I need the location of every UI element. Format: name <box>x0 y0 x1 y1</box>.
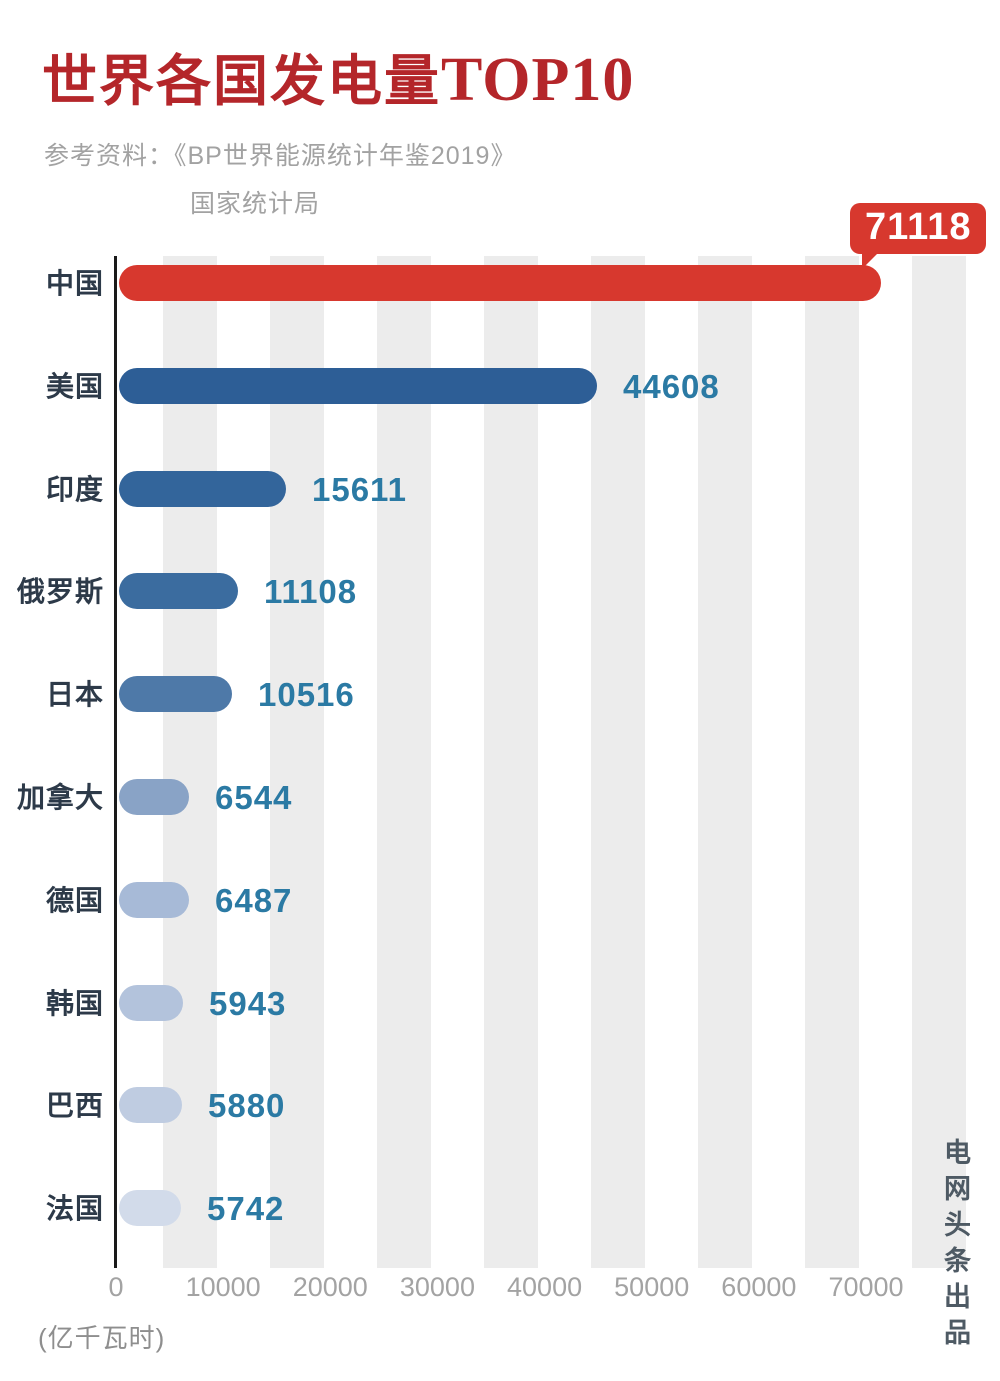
background-stripe <box>912 256 966 1268</box>
background-stripe <box>484 256 538 1268</box>
value-label: 15611 <box>312 471 407 508</box>
page-title: 世界各国发电量 TOP10 <box>42 36 634 116</box>
page-title-highlight: TOP10 <box>441 46 635 114</box>
bar-row: 法国 5742 <box>0 1190 1000 1227</box>
category-label: 法国 <box>45 1193 104 1224</box>
bar-row: 中国 <box>0 265 1000 301</box>
bar-row: 美国 44608 <box>0 368 1000 405</box>
background-stripe <box>805 256 859 1268</box>
category-label: 韩国 <box>45 988 104 1019</box>
bar-row: 俄罗斯 11108 <box>0 573 1000 610</box>
bar-俄罗斯 <box>119 573 238 609</box>
x-tick-label: 70000 <box>828 1272 904 1302</box>
category-label: 中国 <box>45 268 104 299</box>
bar-row: 巴西 5880 <box>0 1087 1000 1124</box>
page-title-main: 世界各国发电量 <box>42 50 442 112</box>
bar-row: 印度 15611 <box>0 471 1000 508</box>
background-stripe <box>377 256 431 1268</box>
background-stripe <box>698 256 752 1268</box>
value-label: 10516 <box>258 676 355 713</box>
bar-印度 <box>119 471 286 507</box>
category-label: 印度 <box>45 474 104 505</box>
value-label: 6487 <box>215 882 293 919</box>
category-label: 巴西 <box>45 1090 104 1121</box>
category-label: 美国 <box>45 371 104 402</box>
value-label: 6544 <box>215 779 293 816</box>
bar-德国 <box>119 882 189 918</box>
bar-法国 <box>119 1190 181 1226</box>
bar-日本 <box>119 676 232 712</box>
bar-row: 德国 6487 <box>0 882 1000 919</box>
unit-label: (亿千瓦时) <box>38 1323 166 1353</box>
china-value-label: 71118 <box>865 206 972 248</box>
bar-加拿大 <box>119 779 189 815</box>
source-reference-line2: 国家统计局 <box>190 190 321 218</box>
source-reference-line1: 参考资料：《BP世界能源统计年鉴2019》 <box>44 142 517 170</box>
bar-row: 日本 10516 <box>0 676 1000 713</box>
bar-巴西 <box>119 1087 182 1123</box>
bar-row: 加拿大 6544 <box>0 779 1000 816</box>
background-stripe <box>591 256 645 1268</box>
x-tick-label: 10000 <box>185 1272 261 1302</box>
x-tick-label: 40000 <box>507 1272 583 1302</box>
category-label: 日本 <box>45 679 104 710</box>
y-axis-line <box>114 256 117 1268</box>
china-value-callout: 71118 <box>850 203 987 269</box>
bar-中国 <box>119 265 881 301</box>
watermark-producer: 电网头条出品 <box>940 1138 970 1354</box>
category-label: 俄罗斯 <box>16 576 104 607</box>
background-stripe <box>270 256 324 1268</box>
value-label: 5943 <box>209 985 287 1022</box>
bar-韩国 <box>119 985 183 1021</box>
x-tick-label: 50000 <box>614 1272 690 1302</box>
bar-row: 韩国 5943 <box>0 985 1000 1022</box>
x-tick-label: 60000 <box>721 1272 797 1302</box>
category-label: 德国 <box>45 885 104 916</box>
category-label: 加拿大 <box>16 782 104 813</box>
callout-tail-icon <box>862 251 880 269</box>
x-tick-label: 0 <box>108 1272 124 1302</box>
bar-美国 <box>119 368 597 404</box>
value-label: 5880 <box>208 1087 286 1124</box>
value-label: 44608 <box>623 368 720 405</box>
value-label: 11108 <box>264 573 358 610</box>
x-tick-label: 30000 <box>399 1272 475 1302</box>
value-label: 5742 <box>207 1190 285 1227</box>
x-tick-label: 20000 <box>292 1272 368 1302</box>
